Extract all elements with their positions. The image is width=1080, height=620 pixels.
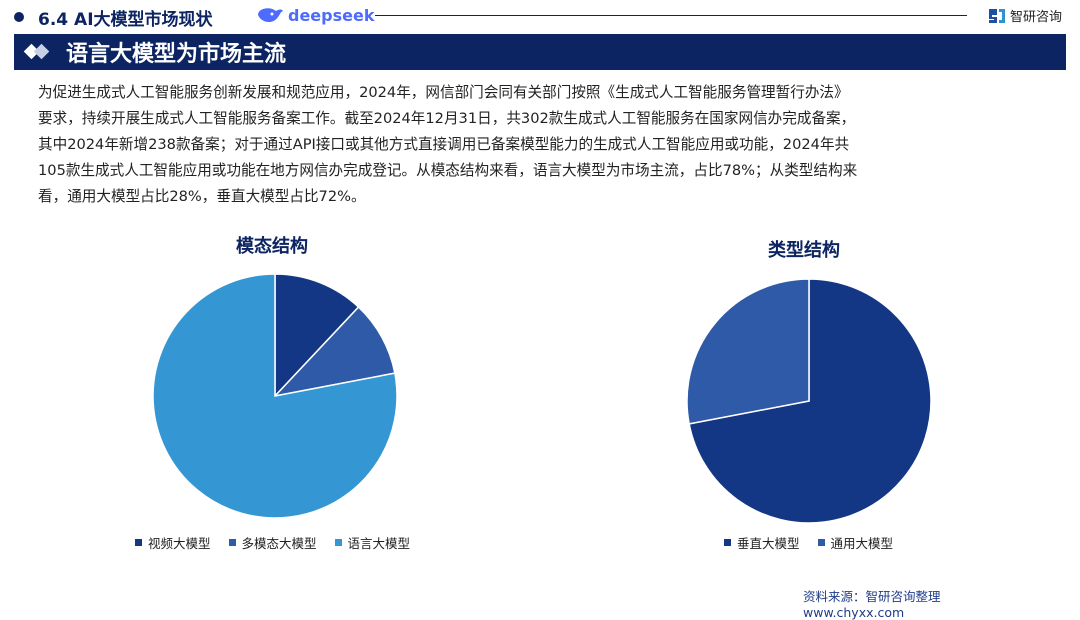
brand-icon (989, 8, 1005, 23)
chart-title-modality: 模态结构 (236, 236, 308, 257)
brand-name: 智研咨询 (1010, 10, 1063, 25)
paragraph-line: 要求，持续开展生成式人工智能服务备案工作。截至2024年12月31日，共302款… (38, 110, 856, 127)
legend-swatch (724, 539, 731, 546)
legend-modality: 视频大模型 多模态大模型 语言大模型 (135, 533, 410, 552)
top-bar: 6.4 AI大模型市场现状 deepseek 智研咨询 (0, 0, 1080, 34)
legend-label: 多模态大模型 (241, 536, 317, 551)
legend-item: 垂直大模型 (724, 533, 800, 552)
legend-item: 语言大模型 (334, 533, 411, 552)
pie-slice-多模态大模型 (272, 306, 396, 398)
deepseek-wordmark: deepseek (288, 5, 375, 25)
legend-item: 通用大模型 (817, 533, 894, 552)
legend-swatch (334, 539, 342, 546)
source-note: 资料来源：智研咨询整理 (803, 589, 941, 604)
footer: 资料来源：智研咨询整理 www.chyxx.com (803, 586, 1080, 620)
legend-label: 视频大模型 (148, 536, 211, 551)
diamond-icon (23, 43, 54, 60)
legend-swatch (228, 539, 236, 546)
section-title: 6.4 AI大模型市场现状 (38, 10, 213, 30)
legend-item: 视频大模型 (135, 533, 211, 552)
body-paragraph: 为促进生成式人工智能服务创新发展和规范应用，2024年，网信部门会同有关部门按照… (38, 80, 1058, 210)
pie-slice-语言大模型 (152, 273, 398, 519)
legend-swatch (817, 539, 825, 546)
legend-label: 垂直大模型 (737, 536, 800, 551)
legend-label: 语言大模型 (347, 536, 411, 551)
website-url: www.chyxx.com (803, 605, 905, 620)
pie-slice-通用大模型 (686, 278, 810, 425)
paragraph-line: 看，通用大模型占比28%，垂直大模型占比72%。 (38, 188, 366, 205)
legend-swatch (135, 539, 142, 546)
paragraph-line: 105款生成式人工智能应用或功能在地方网信办完成登记。从模态结构来看，语言大模型… (38, 162, 858, 179)
paragraph-line: 其中2024年新增238款备案；对于通过API接口或其他方式直接调用已备案模型能… (38, 136, 850, 153)
legend-type: 垂直大模型 通用大模型 (724, 533, 893, 552)
page-title: 语言大模型为市场主流 (66, 42, 287, 67)
whale-icon (258, 8, 283, 23)
brand-logo: 智研咨询 (988, 6, 1062, 25)
pie-slice-垂直大模型 (688, 278, 932, 524)
deepseek-logo: deepseek (256, 5, 374, 25)
bullet-icon (14, 12, 24, 22)
legend-item: 多模态大模型 (228, 533, 317, 552)
pie-chart-modality (152, 273, 398, 519)
paragraph-line: 为促进生成式人工智能服务创新发展和规范应用，2024年，网信部门会同有关部门按照… (38, 84, 849, 101)
pie-slice-视频大模型 (274, 273, 360, 398)
pie-chart-type (686, 278, 932, 524)
title-bar: 语言大模型为市场主流 (14, 34, 1066, 70)
divider (375, 15, 967, 16)
legend-label: 通用大模型 (830, 536, 894, 551)
chart-title-type: 类型结构 (768, 240, 840, 261)
